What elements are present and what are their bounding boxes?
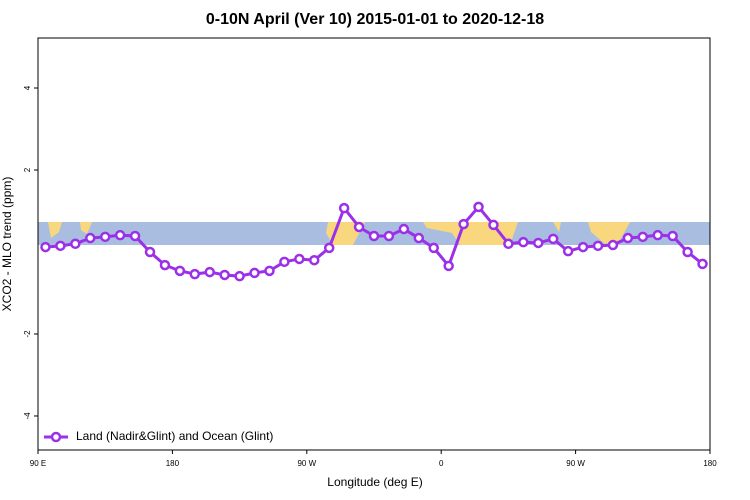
point [309, 254, 320, 266]
point [174, 265, 186, 277]
point [189, 268, 201, 280]
point [383, 230, 395, 242]
land [553, 222, 630, 244]
point [99, 231, 111, 243]
point [368, 230, 380, 242]
point [652, 229, 663, 241]
point [488, 219, 499, 231]
y-tick-label: -4 [23, 412, 32, 420]
point [323, 242, 335, 254]
point [682, 246, 693, 258]
x-tick-label: 0 [439, 459, 444, 468]
point [637, 231, 649, 243]
point [234, 270, 245, 282]
point [607, 239, 619, 251]
x-axis-label: Longitude (deg E) [327, 475, 422, 489]
point [667, 230, 678, 242]
point [398, 223, 410, 235]
point [264, 265, 275, 277]
point [443, 260, 454, 272]
point [428, 242, 439, 254]
point [697, 258, 708, 270]
point [533, 237, 544, 249]
point [70, 238, 81, 250]
point [622, 232, 634, 244]
point [249, 267, 260, 279]
point [129, 230, 141, 242]
x-tick-label: 90 W [297, 459, 316, 468]
point [279, 256, 290, 268]
x-tick-label: 90 E [30, 459, 46, 468]
point [592, 240, 604, 252]
legend-label: Land (Nadir&Glint) and Ocean (Glint) [76, 429, 273, 443]
point [219, 269, 230, 281]
point [204, 266, 215, 278]
point [144, 246, 156, 258]
point [562, 245, 574, 257]
point [458, 218, 469, 230]
x-tick-label: 90 W [566, 459, 585, 468]
point [413, 232, 425, 244]
point [473, 201, 484, 213]
point [518, 236, 529, 248]
point [547, 233, 559, 245]
point [294, 253, 305, 265]
point [338, 202, 350, 214]
legend-marker [50, 431, 62, 443]
point [85, 232, 96, 244]
x-tick-label: 180 [166, 459, 180, 468]
plot-frame [37, 37, 711, 451]
x-tick-label: 180 [703, 459, 717, 468]
point [40, 241, 51, 253]
land [48, 222, 92, 238]
y-tick-label: 2 [23, 167, 32, 172]
y-axis-label: XCO2 - MLO trend (ppm) [0, 177, 14, 312]
point [114, 229, 126, 241]
point [55, 240, 66, 252]
point [577, 241, 589, 253]
point [159, 259, 171, 271]
y-tick-label: -2 [23, 330, 32, 338]
point [503, 238, 514, 250]
point [353, 221, 365, 233]
chart-title: 0-10N April (Ver 10) 2015-01-01 to 2020-… [206, 11, 544, 28]
y-tick-label: 4 [23, 85, 32, 90]
